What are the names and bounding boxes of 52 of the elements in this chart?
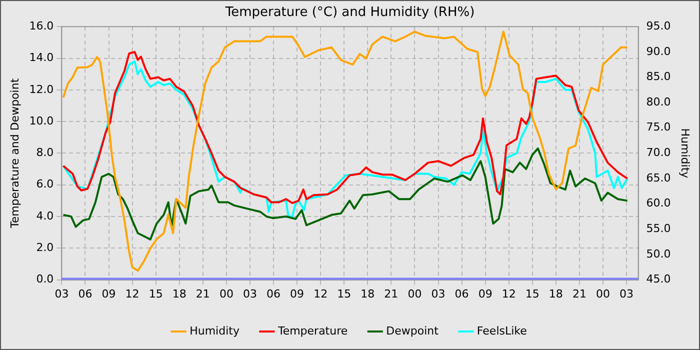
y2-tick-label: 95.0 [646, 19, 671, 32]
legend-label: Dewpoint [386, 324, 440, 338]
y2-tick-label: 65.0 [646, 171, 671, 184]
x-tick-label: 00 [408, 287, 422, 300]
legend-label: Humidity [190, 324, 240, 338]
legend-label: Temperature [276, 324, 348, 338]
y2-tick-label: 75.0 [646, 120, 671, 134]
x-tick-label: 03 [242, 287, 257, 300]
x-tick-label: 06 [266, 287, 281, 300]
chart-title: Temperature (°C) and Humidity (RH%) [224, 5, 475, 20]
y-tick-label: 0.0 [36, 272, 54, 286]
x-tick-label: 15 [148, 287, 163, 300]
x-tick-label: 12 [502, 287, 516, 300]
x-tick-label: 00 [596, 287, 610, 300]
y2-tick-label: 60.0 [646, 196, 671, 210]
x-tick-label: 15 [525, 287, 540, 300]
y-tick-label: 4.0 [36, 209, 54, 222]
x-tick-label: 09 [478, 287, 492, 300]
x-tick-label: 06 [454, 287, 469, 300]
y2-tick-label: 85.0 [646, 70, 671, 84]
y2-axis-title: Humidity [678, 128, 692, 179]
y2-tick-label: 70.0 [646, 146, 671, 160]
x-tick-label: 09 [290, 287, 304, 300]
x-tick-label: 18 [548, 287, 563, 300]
y-tick-label: 10.0 [29, 114, 54, 128]
y2-tick-label: 50.0 [646, 247, 671, 260]
x-tick-label: 00 [219, 287, 234, 300]
x-tick-label: 15 [337, 287, 352, 300]
y-tick-label: 6.0 [36, 178, 54, 191]
x-tick-label: 18 [172, 287, 186, 300]
y2-tick-label: 55.0 [646, 222, 671, 236]
y-tick-label: 12.0 [29, 82, 54, 96]
x-tick-label: 03 [620, 287, 634, 300]
x-tick-label: 21 [384, 287, 398, 300]
x-tick-label: 18 [360, 287, 375, 300]
y-tick-label: 14.0 [29, 51, 54, 64]
x-tick-label: 03 [54, 287, 69, 300]
x-tick-label: 21 [196, 287, 210, 300]
y2-tick-label: 45.0 [646, 272, 671, 286]
y2-tick-label: 80.0 [646, 95, 671, 108]
x-tick-label: 12 [314, 287, 328, 300]
y-tick-label: 16.0 [29, 19, 54, 32]
legend-label: FeelsLike [476, 324, 528, 338]
y-tick-label: 8.0 [36, 146, 54, 160]
x-tick-label: 06 [78, 287, 92, 300]
x-tick-label: 12 [125, 287, 140, 300]
x-tick-label: 03 [431, 287, 446, 300]
y-axis-title: Temperature and Dewpoint [8, 78, 22, 230]
y2-tick-label: 90.0 [646, 44, 671, 58]
x-tick-label: 09 [102, 287, 116, 300]
y-tick-label: 2.0 [36, 241, 54, 254]
x-tick-label: 21 [572, 287, 586, 300]
